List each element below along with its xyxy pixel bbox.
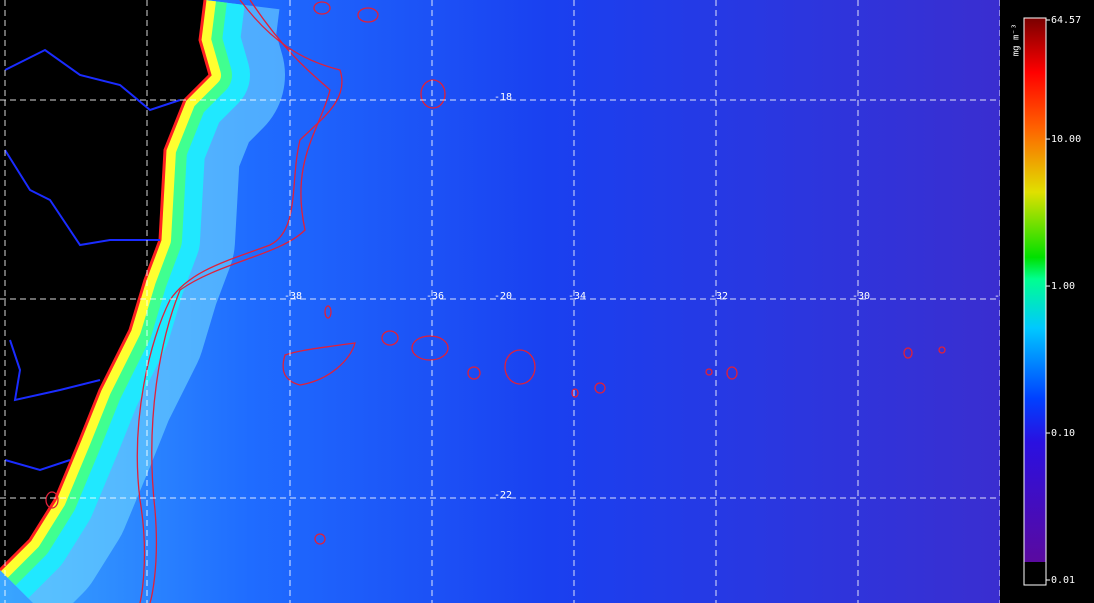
map-view: -38-36-34-32-30-2-18-20-22 mg m⁻³ 64.571… (0, 0, 1094, 603)
lon-label: -38 (284, 291, 302, 302)
colorbar-label: 0.01 (1051, 575, 1075, 586)
colorbar-panel (1000, 0, 1094, 603)
colorbar-label: 1.00 (1051, 281, 1075, 292)
lon-label: -32 (710, 291, 728, 302)
colorbar-label: 10.00 (1051, 134, 1081, 145)
lat-label: -20 (494, 291, 512, 302)
colorbar-unit: mg m⁻³ (1012, 24, 1022, 57)
colorbar-label: 0.10 (1051, 428, 1075, 439)
lon-label: -36 (426, 291, 444, 302)
colorbar-gradient (1024, 18, 1046, 562)
lon-label: -30 (852, 291, 870, 302)
lon-label: -34 (568, 291, 586, 302)
lat-label: -18 (494, 92, 512, 103)
colorbar-label: 64.57 (1051, 15, 1081, 26)
colorbar-under (1024, 562, 1046, 585)
lat-label: -22 (494, 490, 512, 501)
